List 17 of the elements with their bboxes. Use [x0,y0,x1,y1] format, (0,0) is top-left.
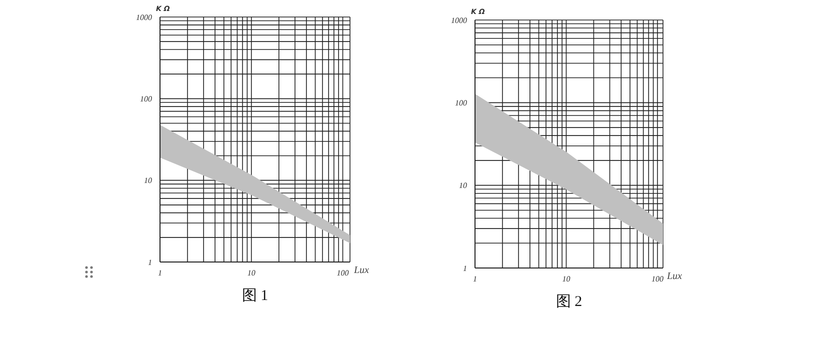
y-tick-label: 10 [144,176,152,186]
x-tick-label: 10 [247,268,256,278]
x-tick-label: 10 [562,274,570,284]
x-tick-label: 100 [651,274,664,284]
y-tick-label: 1 [148,258,152,267]
text: 图 1 [240,287,270,305]
y-tick-label: 1000 [136,12,152,22]
y-tick-label: 10 [459,181,467,190]
text: 图 2 [554,293,584,311]
x-axis-title: Lux [354,265,369,276]
x-axis-title: Lux [667,271,682,282]
x-tick-label: 100 [336,268,349,278]
x-tick-label: 1 [158,268,162,278]
y-tick-label: 100 [455,98,467,108]
y-tick-label: 100 [140,94,152,104]
x-tick-label: 1 [473,274,477,284]
y-tick-label: 1000 [451,16,467,25]
